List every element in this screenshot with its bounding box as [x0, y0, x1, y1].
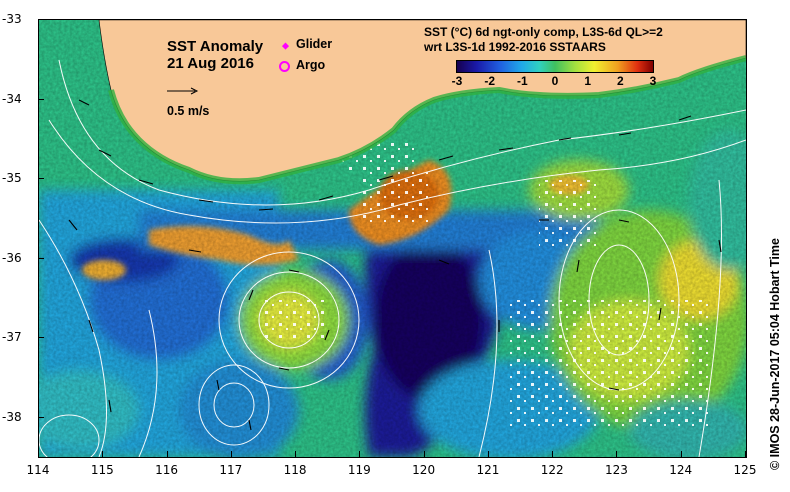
x-tick-label: 119	[347, 463, 371, 477]
argo-legend-label: Argo	[296, 58, 326, 72]
y-tick-mark	[38, 416, 44, 418]
x-tick-label: 117	[219, 463, 243, 477]
x-tick-label: 115	[90, 463, 114, 477]
x-tick-mark	[745, 451, 746, 457]
y-tick-label: -35	[2, 171, 22, 185]
current-vectors	[68, 99, 722, 431]
y-tick-label: -38	[2, 409, 22, 424]
y-tick-mark	[38, 257, 44, 259]
glider-legend-label: Glider	[296, 37, 333, 51]
x-tick-mark	[487, 451, 489, 457]
colorbar-tick-label: -3	[451, 74, 463, 88]
y-tick-mark	[38, 19, 44, 20]
x-tick-label: 121	[476, 463, 500, 477]
x-tick-label: 120	[412, 463, 436, 477]
x-tick-mark	[295, 451, 297, 457]
x-tick-label: 116	[155, 463, 178, 477]
argo-marker-icon	[279, 61, 290, 72]
y-tick-label: -37	[2, 330, 22, 344]
x-tick-mark	[230, 451, 232, 457]
sst-map[interactable]: SST Anomaly 21 Aug 2016 Glider Argo 0.5 …	[38, 19, 747, 458]
x-tick-mark	[616, 451, 618, 457]
map-title: SST Anomaly	[167, 38, 264, 55]
x-tick-label: 122	[540, 463, 564, 477]
y-tick-mark	[38, 98, 44, 100]
sea-level-contours	[39, 59, 746, 457]
x-tick-label: 123	[605, 463, 628, 477]
y-tick-label: -34	[2, 91, 22, 106]
colorbar-tick-label: 1	[584, 74, 591, 88]
x-tick-mark	[680, 451, 682, 457]
y-tick-mark	[38, 178, 44, 179]
y-tick-label: -33	[2, 12, 22, 26]
colorbar-tick-label: -1	[516, 74, 528, 88]
y-tick-label: -36	[2, 250, 22, 265]
x-tick-mark	[102, 451, 104, 457]
y-tick-mark	[38, 337, 44, 338]
map-date: 21 Aug 2016	[167, 55, 254, 72]
colorbar-tick-label: -2	[484, 74, 495, 88]
x-tick-label: 125	[733, 463, 757, 477]
x-tick-mark	[166, 451, 168, 457]
x-tick-mark	[423, 451, 425, 457]
credit-text: © IMOS 28-Jun-2017 05:04 Hobart Time	[768, 238, 782, 470]
colorbar-tick-label: 3	[649, 74, 657, 88]
coastal-fringe	[108, 55, 746, 185]
product-line-2: wrt L3S-1d 1992-2016 SSTAARS	[424, 40, 606, 54]
vector-scale-label: 0.5 m/s	[167, 104, 210, 118]
colorbar-tick-label: 0	[551, 74, 559, 88]
x-tick-mark	[38, 451, 39, 457]
x-tick-mark	[359, 451, 361, 457]
product-line-1: SST (°C) 6d ngt-only comp, L3S-6d QL>=2	[424, 25, 663, 39]
sst-anomaly-field	[39, 20, 746, 457]
colorbar	[456, 60, 654, 73]
x-tick-label: 124	[669, 463, 693, 477]
colorbar-tick-label: 2	[616, 74, 624, 88]
vector-scale-arrow-icon	[167, 87, 199, 95]
x-tick-label: 118	[283, 463, 307, 477]
x-tick-mark	[552, 451, 554, 457]
x-tick-label: 114	[26, 463, 50, 477]
cloud-gaps	[264, 140, 709, 430]
